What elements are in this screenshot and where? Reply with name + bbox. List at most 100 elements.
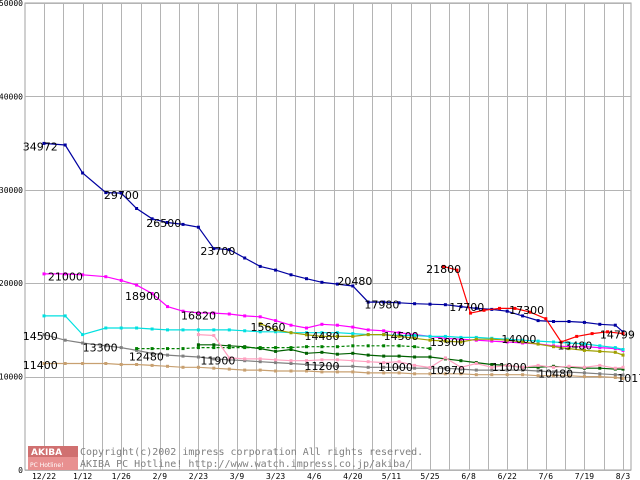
data-point-green-dashed <box>181 347 185 351</box>
data-point-pink <box>274 358 278 362</box>
data-point-tan <box>227 367 231 371</box>
data-point-navy <box>397 301 401 305</box>
data-point-magenta <box>335 323 339 327</box>
data-point-pink <box>552 365 555 369</box>
data-point-cyan <box>443 334 447 338</box>
data-point-gray <box>81 341 85 345</box>
data-point-gray <box>397 365 401 369</box>
data-point-dark-green <box>320 350 324 354</box>
data-point-cyan <box>567 341 571 345</box>
data-point-tan <box>582 375 586 379</box>
data-point-cyan <box>81 333 85 337</box>
data-point-navy <box>351 284 355 288</box>
data-point-dark-green <box>289 348 293 351</box>
data-point-cyan <box>598 344 602 348</box>
data-point-cyan <box>335 331 339 335</box>
logo-band <box>28 446 78 457</box>
data-point-cyan <box>351 332 355 336</box>
data-point-pink <box>490 365 494 369</box>
data-point-navy <box>63 143 67 147</box>
data-point-tan <box>397 371 401 375</box>
data-point-olive <box>521 340 525 344</box>
grid <box>24 2 632 471</box>
data-point-cyan <box>166 328 169 332</box>
data-label: 10970 <box>430 364 465 377</box>
data-point-navy <box>474 306 478 310</box>
series-line-navy <box>43 142 624 333</box>
data-point-navy <box>289 273 293 277</box>
series-line-tan <box>44 362 624 380</box>
data-point-tan <box>335 370 339 374</box>
data-point-red <box>469 311 472 315</box>
data-point-pink <box>320 358 324 362</box>
x-tick-label: 4/20 <box>343 472 362 480</box>
data-point-pink <box>521 365 525 369</box>
data-point-navy <box>582 320 586 324</box>
data-point-magenta <box>63 272 67 276</box>
data-point-pink <box>305 359 308 363</box>
data-point-cyan <box>613 346 617 350</box>
data-point-magenta <box>274 319 278 323</box>
data-label: 11900 <box>200 354 235 367</box>
data-point-cyan <box>621 348 625 351</box>
data-point-cyan <box>274 330 278 334</box>
akiba-logo: AKIBA PC Hotline! <box>28 446 78 470</box>
data-point-magenta <box>289 323 293 327</box>
data-point-red <box>482 308 486 312</box>
data-point-pink <box>459 365 463 369</box>
data-label: 14500 <box>384 330 419 343</box>
data-point-magenta <box>366 328 370 332</box>
data-point-dark-green <box>227 344 231 348</box>
data-point-navy <box>81 171 85 175</box>
data-point-cyan <box>212 328 216 332</box>
data-point-magenta <box>382 329 386 333</box>
x-tick-label: 7/6 <box>539 472 554 480</box>
data-point-magenta <box>397 331 401 335</box>
data-point-navy <box>428 302 432 306</box>
data-label: 17700 <box>449 301 484 314</box>
data-point-green-dashed <box>135 347 139 351</box>
data-point-tan <box>474 373 478 377</box>
series-lines <box>42 141 625 380</box>
data-point-dark-green <box>621 367 625 371</box>
data-point-red <box>442 264 445 268</box>
data-point-dark-green <box>428 355 432 359</box>
data-point-gray <box>613 373 617 377</box>
data-point-gray <box>582 371 586 375</box>
data-point-navy <box>104 191 108 195</box>
data-point-tan <box>490 373 494 377</box>
data-point-cyan <box>521 338 525 342</box>
data-point-olive <box>320 334 324 338</box>
data-label: 12480 <box>129 351 164 364</box>
data-point-navy <box>621 330 625 334</box>
data-point-green-dashed <box>397 344 401 348</box>
data-point-gray <box>243 359 247 363</box>
x-tick-label: 1/26 <box>112 472 131 480</box>
data-point-dark-green <box>490 363 494 366</box>
data-point-gray <box>536 369 540 373</box>
data-point-magenta <box>196 311 200 315</box>
data-point-gray <box>119 346 123 350</box>
data-point-green-dashed <box>274 346 278 350</box>
data-point-tan <box>443 372 447 376</box>
data-label: 14480 <box>305 330 340 343</box>
plot-border <box>24 2 632 471</box>
data-point-green-dashed <box>227 346 231 350</box>
data-point-pink <box>474 362 478 365</box>
data-point-dark-green <box>413 355 417 359</box>
data-point-tan <box>428 372 432 376</box>
data-point-cyan <box>413 334 417 337</box>
data-point-navy <box>274 268 278 272</box>
data-point-navy <box>335 282 339 286</box>
data-label: 11400 <box>23 359 58 372</box>
data-label: 34972 <box>23 141 58 154</box>
data-point-dark-green <box>335 352 339 356</box>
data-point-olive <box>505 338 509 342</box>
data-point-tan <box>552 374 555 378</box>
data-point-tan <box>305 369 308 373</box>
data-point-olive <box>335 334 339 338</box>
data-point-navy <box>243 256 247 260</box>
data-point-magenta <box>305 326 308 330</box>
data-point-navy <box>212 247 216 251</box>
data-point-navy <box>613 323 617 327</box>
